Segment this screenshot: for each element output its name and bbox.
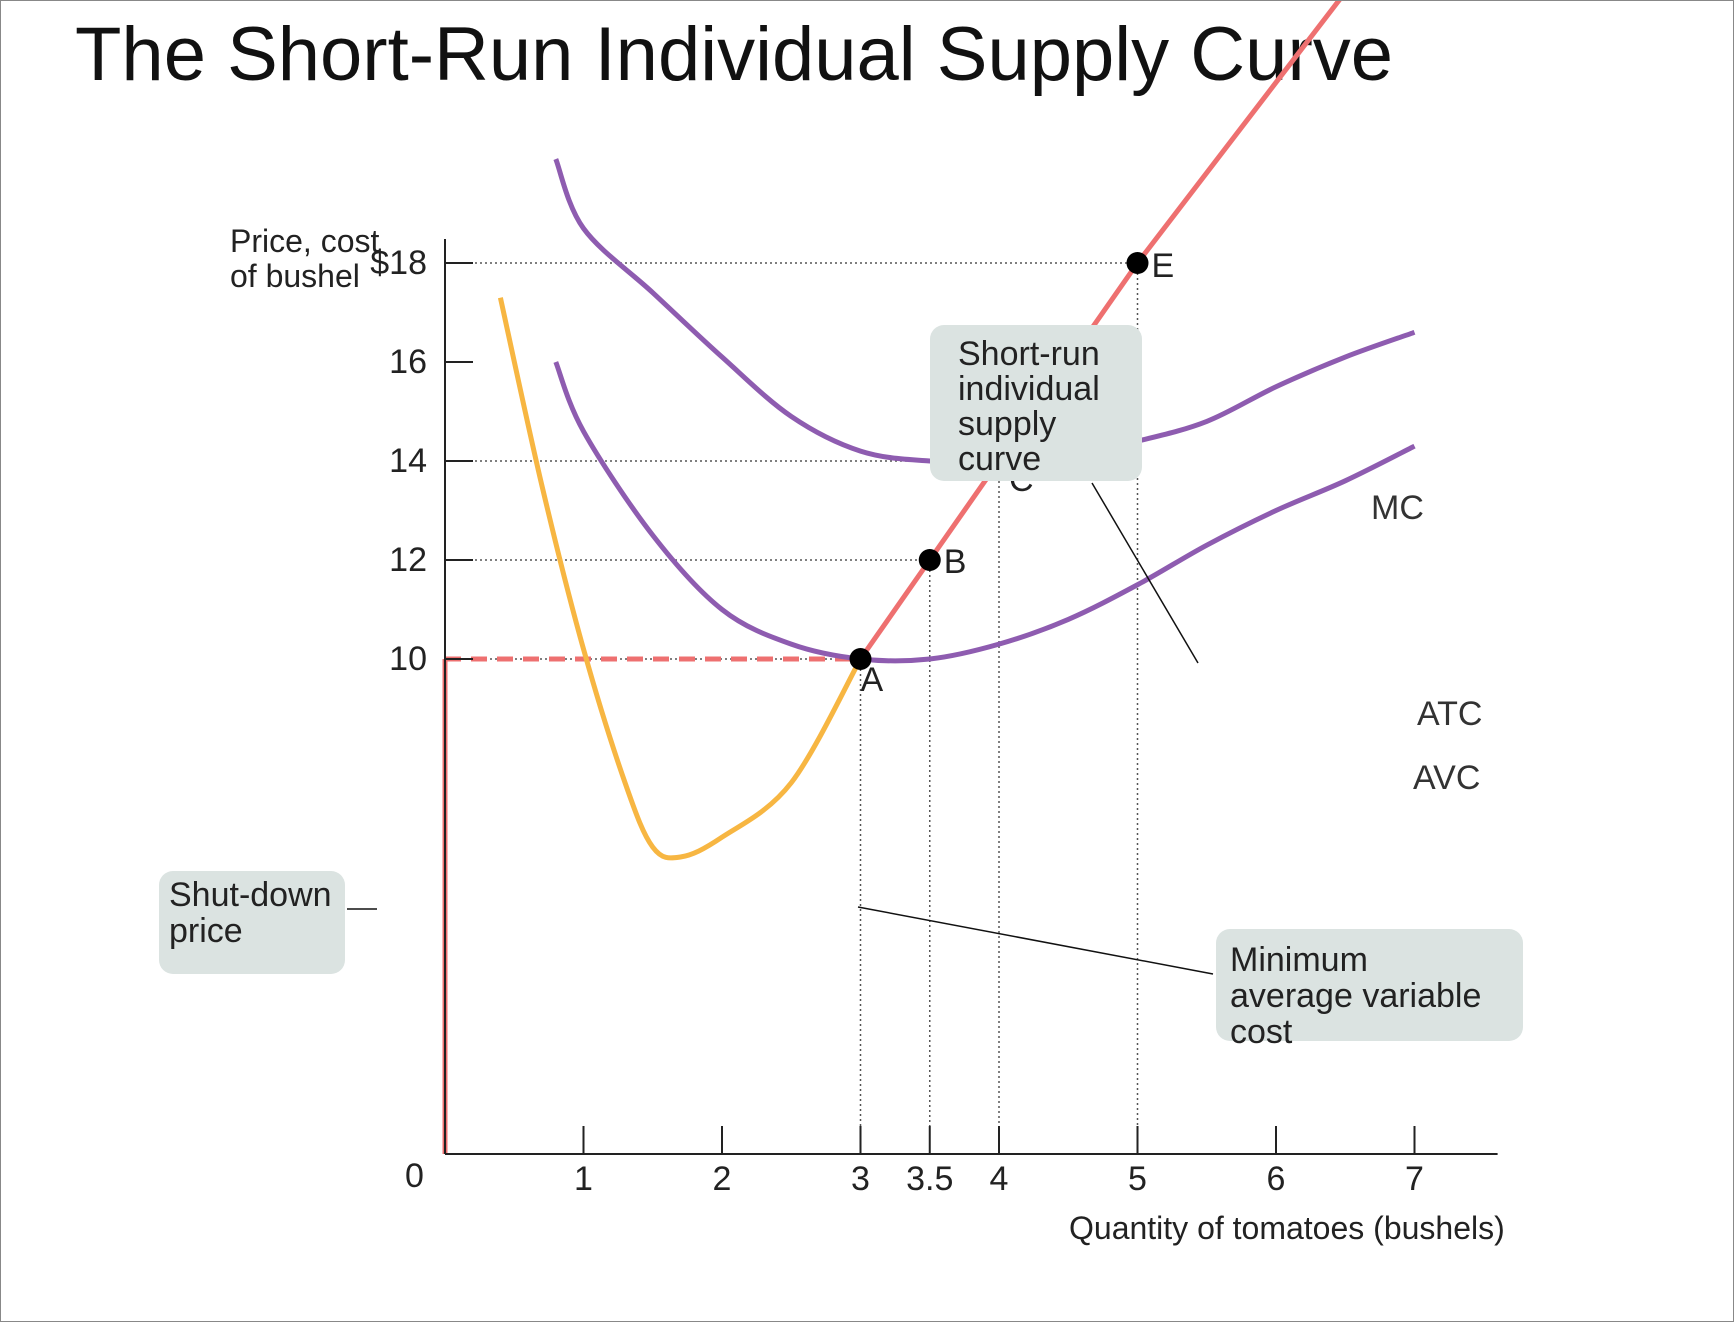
- y-axis-label-line-2: of bushel: [230, 258, 360, 294]
- y-tick-label-10: 10: [389, 640, 427, 678]
- supply-callout-line-4: curve: [958, 440, 1041, 478]
- y-tick-label-18: $18: [370, 244, 427, 282]
- point-e: [1126, 252, 1149, 274]
- supply-callout-line-1: Short-run: [958, 335, 1100, 373]
- x-tick-label-6: 6: [1267, 1160, 1286, 1198]
- avc-curve: [553, 361, 1416, 664]
- min-avc-callout-line-2: average variable: [1230, 977, 1481, 1015]
- x-tick-label-4: 4: [990, 1160, 1009, 1198]
- y-tick-label-14: 14: [389, 442, 427, 480]
- origin-label: 0: [405, 1157, 424, 1195]
- atc-label: ATC: [1417, 695, 1482, 733]
- supply-callout-box: [930, 325, 1142, 481]
- avc-label: AVC: [1413, 759, 1480, 797]
- x-ticks: 1 2 3 3.5 4 5 6 7: [574, 1126, 1424, 1198]
- x-tick-label-5: 5: [1128, 1160, 1147, 1198]
- supply-callout-leader: [1091, 482, 1199, 664]
- mc-lower-curve: [497, 297, 863, 861]
- min-avc-callout: Minimum average variable cost: [857, 906, 1523, 1051]
- shutdown-callout-line-1: Shut-down: [169, 876, 332, 914]
- supply-callout-line-3: supply: [958, 405, 1056, 443]
- y-ticks: $18 16 14 12 10: [370, 244, 473, 678]
- min-avc-callout-line-1: Minimum: [1230, 941, 1368, 979]
- y-tick-label-12: 12: [389, 541, 427, 579]
- shutdown-callout: Shut-down price: [159, 871, 377, 974]
- point-a: [849, 648, 872, 670]
- supply-callout-line-2: individual: [958, 370, 1100, 408]
- x-tick-label-3: 3: [851, 1160, 870, 1198]
- y-axis-label-line-1: Price, cost: [230, 223, 379, 259]
- x-tick-label-7: 7: [1405, 1160, 1424, 1198]
- shutdown-callout-line-2: price: [169, 912, 243, 950]
- slide-title: The Short-Run Individual Supply Curve: [75, 12, 1394, 97]
- point-b: [918, 549, 941, 571]
- x-tick-label-3-5: 3.5: [906, 1160, 953, 1198]
- x-tick-label-1: 1: [574, 1160, 593, 1198]
- mc-label: MC: [1371, 489, 1424, 527]
- min-avc-callout-box: [1216, 929, 1523, 1041]
- point-label-a: A: [861, 661, 884, 699]
- point-label-b: B: [944, 543, 967, 581]
- x-tick-label-2: 2: [713, 1160, 732, 1198]
- shutdown-callout-box: [159, 871, 345, 974]
- y-tick-label-16: 16: [389, 343, 427, 381]
- min-avc-callout-line-3: cost: [1230, 1013, 1293, 1051]
- point-label-e: E: [1152, 247, 1175, 285]
- supply-curve-callout: Short-run individual supply curve: [930, 325, 1199, 664]
- min-avc-callout-leader: [857, 906, 1214, 975]
- x-axis-label: Quantity of tomatoes (bushels): [1069, 1210, 1505, 1246]
